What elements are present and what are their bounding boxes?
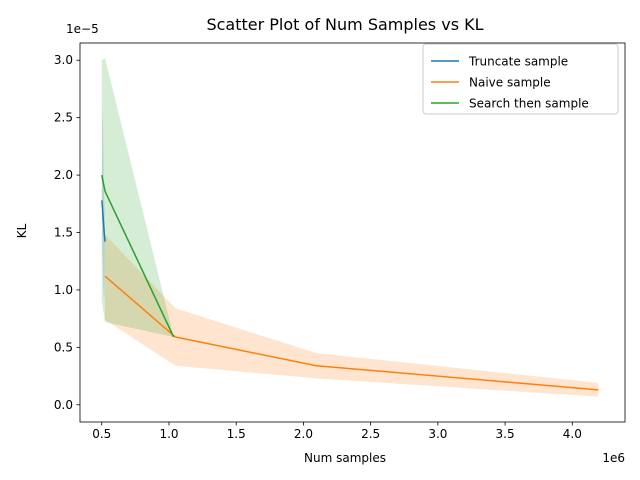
x-offset-label: 1e6 bbox=[602, 451, 625, 465]
search-then-sample-line bbox=[101, 174, 175, 338]
x-tick-label: 4.0 bbox=[563, 427, 582, 441]
y-offset-label: 1e−5 bbox=[66, 22, 99, 36]
truncate-sample-band bbox=[101, 106, 105, 300]
naive-sample-line bbox=[104, 275, 599, 391]
series-lines bbox=[101, 174, 599, 391]
axes: 0.5 1.0 1.5 2.0 2.5 3.0 3.5 4.0 0.0 0.5 1.0 1.5 2.0 2… bbox=[54, 42, 626, 441]
confidence-bands bbox=[101, 57, 599, 397]
chart-title: Scatter Plot of Num Samples vs KL bbox=[206, 15, 483, 34]
x-tick-label: 2.5 bbox=[361, 427, 380, 441]
y-tick-label: 2.0 bbox=[54, 168, 73, 182]
y-tick-label: 3.0 bbox=[54, 53, 73, 67]
naive-sample-band bbox=[104, 234, 599, 397]
legend-label-search-then-sample: Search then sample bbox=[469, 97, 589, 111]
y-axis-label: KL bbox=[15, 223, 29, 238]
x-tick-label: 3.5 bbox=[496, 427, 515, 441]
x-tick-label: 1.5 bbox=[227, 427, 246, 441]
y-tick-label: 1.0 bbox=[54, 283, 73, 297]
x-tick-label: 0.5 bbox=[92, 427, 111, 441]
y-tick-label: 0.0 bbox=[54, 398, 73, 412]
legend-label-naive-sample: Naive sample bbox=[469, 76, 551, 90]
y-tick-label: 1.5 bbox=[54, 226, 73, 240]
legend: Truncate sample Naive sample Search then s… bbox=[422, 43, 619, 115]
x-tick-label: 3.0 bbox=[428, 427, 447, 441]
x-tick-label: 2.0 bbox=[294, 427, 313, 441]
y-tick-label: 2.5 bbox=[54, 111, 73, 125]
y-tick-label: 0.5 bbox=[54, 340, 73, 354]
search-then-sample-band bbox=[101, 57, 174, 338]
legend-box bbox=[422, 43, 619, 115]
legend-label-truncate-sample: Truncate sample bbox=[468, 55, 568, 69]
x-tick-label: 1.0 bbox=[159, 427, 178, 441]
x-axis-label: Num samples bbox=[304, 451, 386, 465]
truncate-sample-line bbox=[101, 200, 106, 242]
